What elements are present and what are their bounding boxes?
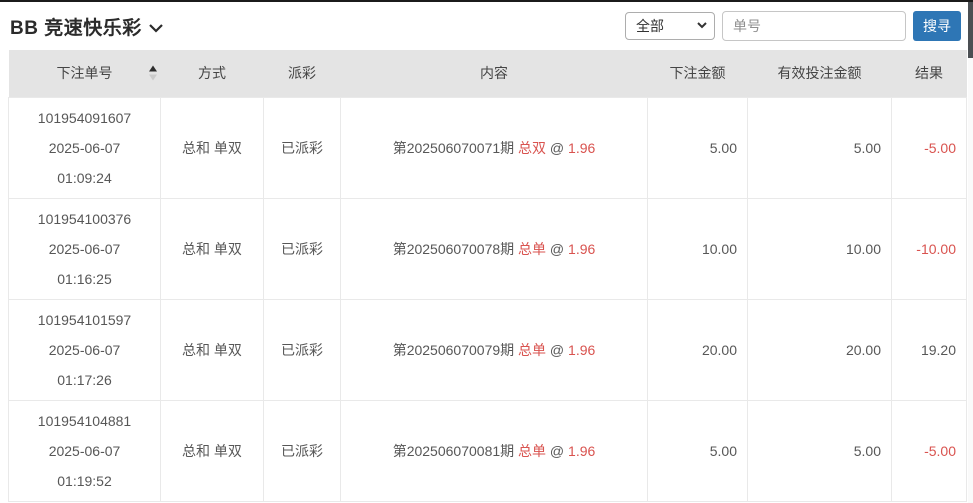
at-symbol: @ (549, 442, 565, 459)
cell-bet-amount: 5.00 (647, 399, 748, 502)
cell-bet-amount: 5.00 (647, 96, 748, 199)
at-symbol: @ (549, 341, 565, 358)
game-title-dropdown[interactable]: BB 竞速快乐彩 (10, 13, 164, 40)
table-body: 101954091607 2025-06-07 01:09:24 总和 单双 已… (8, 96, 967, 502)
cell-bet-amount: 20.00 (647, 298, 748, 401)
bet-id: 101954100376 (37, 210, 132, 227)
bet-date: 2025-06-07 (48, 341, 121, 358)
cell-valid-amount: 5.00 (747, 96, 892, 199)
sort-asc-icon (148, 65, 157, 72)
cell-method: 总和 单双 (160, 197, 264, 300)
pick-label: 总单 (518, 442, 547, 459)
search-input[interactable] (722, 11, 906, 41)
period-label: 第202506070071期 (392, 139, 515, 156)
cell-bet-id: 101954091607 2025-06-07 01:09:24 (8, 96, 161, 199)
header-method: 方式 (160, 50, 264, 97)
cell-method: 总和 单双 (160, 96, 264, 199)
topbar: BB 竞速快乐彩 全部 搜寻 (0, 2, 973, 50)
odds-value: 1.96 (568, 240, 596, 257)
cell-method: 总和 单双 (160, 399, 264, 502)
bet-time: 01:19:52 (57, 472, 112, 489)
cell-payout: 已派彩 (263, 298, 341, 401)
period-label: 第202506070078期 (392, 240, 515, 257)
filter-select[interactable]: 全部 (625, 12, 715, 40)
table-row: 101954091607 2025-06-07 01:09:24 总和 单双 已… (8, 96, 967, 199)
cell-result: -10.00 (891, 197, 967, 300)
cell-content: 第202506070081期 总单 @ 1.96 (340, 399, 648, 502)
cell-content: 第202506070079期 总单 @ 1.96 (340, 298, 648, 401)
scrollbar-thumb[interactable] (968, 2, 973, 58)
bets-table: 下注单号 方式 派彩 内容 下注金额 有效投注金额 结果 10195409160… (8, 50, 967, 502)
table-row: 101954101597 2025-06-07 01:17:26 总和 单双 已… (8, 298, 967, 401)
page-title: BB 竞速快乐彩 (10, 17, 142, 39)
cell-content: 第202506070071期 总双 @ 1.96 (340, 96, 648, 199)
cell-payout: 已派彩 (263, 96, 341, 199)
header-result: 结果 (891, 50, 967, 97)
period-label: 第202506070079期 (392, 341, 515, 358)
odds-value: 1.96 (568, 442, 596, 459)
filter-select-wrap: 全部 (625, 12, 715, 40)
bet-id: 101954104881 (37, 412, 132, 429)
cell-result: -5.00 (891, 96, 967, 199)
cell-valid-amount: 10.00 (747, 197, 892, 300)
cell-bet-amount: 10.00 (647, 197, 748, 300)
cell-bet-id: 101954100376 2025-06-07 01:16:25 (8, 197, 161, 300)
chevron-down-icon (148, 23, 163, 33)
bet-time: 01:09:24 (57, 169, 112, 186)
cell-valid-amount: 5.00 (747, 399, 892, 502)
cell-payout: 已派彩 (263, 399, 341, 502)
cell-result: -5.00 (891, 399, 967, 502)
bet-date: 2025-06-07 (48, 240, 121, 257)
header-bet-amount: 下注金额 (647, 50, 748, 97)
table-header-row: 下注单号 方式 派彩 内容 下注金额 有效投注金额 结果 (8, 50, 967, 97)
at-symbol: @ (549, 240, 565, 257)
table-row: 101954104881 2025-06-07 01:19:52 总和 单双 已… (8, 399, 967, 502)
bet-date: 2025-06-07 (48, 139, 121, 156)
at-symbol: @ (549, 139, 565, 156)
header-bet-id-label: 下注单号 (56, 65, 113, 82)
sort-icon[interactable] (148, 65, 157, 81)
odds-value: 1.96 (568, 139, 596, 156)
header-content: 内容 (340, 50, 648, 97)
cell-valid-amount: 20.00 (747, 298, 892, 401)
cell-bet-id: 101954104881 2025-06-07 01:19:52 (8, 399, 161, 502)
bet-id: 101954101597 (37, 311, 132, 328)
bet-date: 2025-06-07 (48, 442, 121, 459)
cell-bet-id: 101954101597 2025-06-07 01:17:26 (8, 298, 161, 401)
period-label: 第202506070081期 (392, 442, 515, 459)
cell-method: 总和 单双 (160, 298, 264, 401)
header-bet-id[interactable]: 下注单号 (8, 50, 161, 97)
pick-label: 总单 (518, 240, 547, 257)
pick-label: 总单 (518, 341, 547, 358)
cell-content: 第202506070078期 总单 @ 1.96 (340, 197, 648, 300)
sort-desc-icon (148, 74, 157, 81)
bet-id: 101954091607 (37, 109, 132, 126)
table-row: 101954100376 2025-06-07 01:16:25 总和 单双 已… (8, 197, 967, 300)
header-payout: 派彩 (263, 50, 341, 97)
cell-result: 19.20 (891, 298, 967, 401)
bet-time: 01:17:26 (57, 371, 112, 388)
header-valid-amount: 有效投注金额 (747, 50, 892, 97)
search-button[interactable]: 搜寻 (913, 11, 961, 41)
toolbar: 全部 搜寻 (625, 11, 961, 41)
cell-payout: 已派彩 (263, 197, 341, 300)
odds-value: 1.96 (568, 341, 596, 358)
pick-label: 总双 (518, 139, 547, 156)
bet-time: 01:16:25 (57, 270, 112, 287)
scrollbar[interactable] (968, 2, 973, 503)
